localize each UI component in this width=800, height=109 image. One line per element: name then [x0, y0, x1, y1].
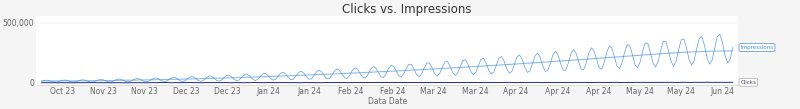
Text: Clicks vs. Impressions: Clicks vs. Impressions [342, 3, 471, 16]
X-axis label: Data Date: Data Date [367, 97, 406, 106]
Text: Impressions: Impressions [740, 45, 774, 50]
Text: Clicks: Clicks [740, 80, 756, 85]
